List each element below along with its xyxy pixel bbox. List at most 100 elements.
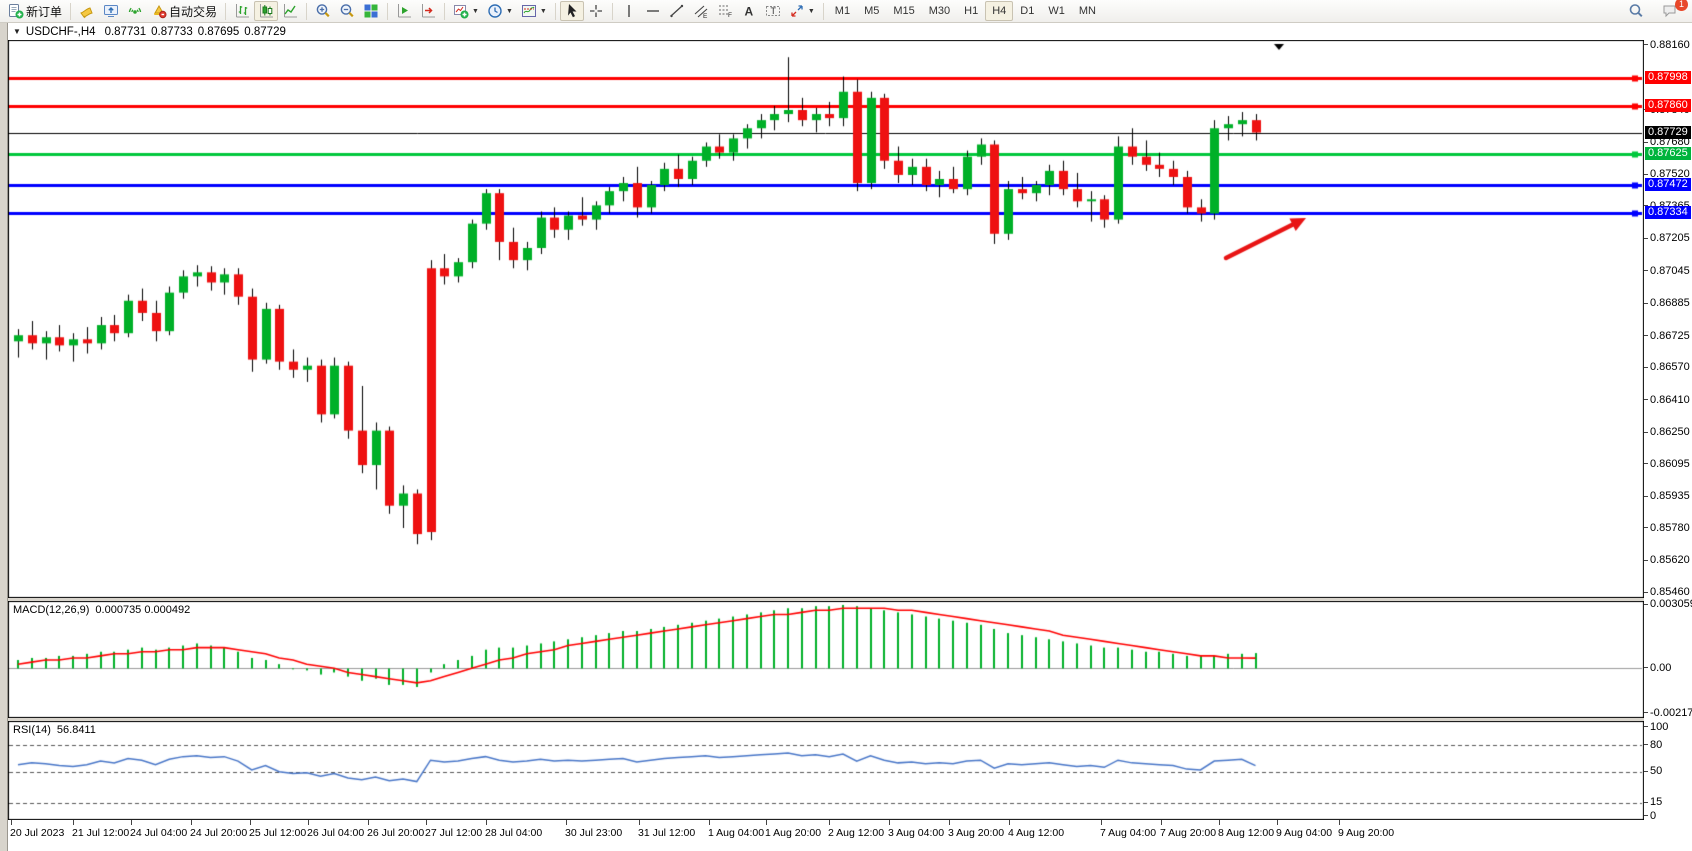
price-line-tag: 0.87625 [1645,147,1691,161]
label-icon: T [765,3,781,19]
date-tick-mark [1277,820,1278,825]
bars-icon [234,3,250,19]
zoom-in-button[interactable] [311,1,335,21]
publish-chart-button[interactable] [99,1,123,21]
chart-shift-button[interactable] [416,1,440,21]
price-tick: 0.88160 [1644,39,1690,52]
signals-button[interactable] [123,1,147,21]
crosshair-button[interactable] [584,1,608,21]
price-tick: 0.85620 [1644,554,1690,567]
tile-windows-button[interactable] [359,1,383,21]
date-tick-label: 24 Jul 20:00 [190,827,248,839]
price-tick: 0.86885 [1644,297,1690,310]
date-tick-label: 2 Aug 12:00 [828,827,885,839]
date-tick-label: 26 Jul 04:00 [307,827,365,839]
trendline-icon [669,3,685,19]
candlestick-chart[interactable] [8,40,1644,598]
trendline-button[interactable] [665,1,689,21]
ohlc-low: 0.87695 [197,25,240,38]
pane-splitter-macd[interactable] [8,598,1644,601]
date-tick-mark [1009,820,1010,825]
date-tick-mark [889,820,890,825]
candles-icon [258,3,274,19]
timeframe-mn[interactable]: MN [1078,5,1096,17]
ohlc-open: 0.87731 [104,25,147,38]
timeframe-m30[interactable]: M30 [928,5,951,17]
search-button[interactable] [1624,1,1648,21]
date-tick-mark [709,820,710,825]
date-tick-label: 31 Jul 12:00 [638,827,696,839]
price-line-tag: 0.87860 [1645,99,1691,113]
price-tick: 0.87520 [1644,168,1690,181]
autotrading-button[interactable]: 自动交易 [147,1,221,21]
text-label-button[interactable]: T [761,1,785,21]
rsi-indicator-pane[interactable] [8,721,1644,820]
timeframe-m15[interactable]: M15 [893,5,915,17]
text-button[interactable]: A [737,1,761,21]
vertical-line-button[interactable] [617,1,641,21]
line-chart-button[interactable] [278,1,302,21]
new-order-button[interactable]: 新订单 [4,1,66,21]
dropdown-caret-icon[interactable]: ▼ [807,7,815,15]
date-tick-label: 1 Aug 20:00 [765,827,822,839]
zoom-out-button[interactable] [335,1,359,21]
price-scale[interactable]: 0.881600.878400.876800.875200.873650.872… [1644,23,1692,851]
notifications-button[interactable]: 1 [1658,0,1688,21]
periods-button[interactable]: ▼ [483,1,517,21]
dropdown-caret-icon[interactable]: ▼ [539,7,547,15]
crosshair-icon [588,3,604,19]
toolbar: 新订单 自动交易 ▼ ▼ ▼ E F A T ▼ M1 M5 M15 M30 H1 H4 D1 W1 MN 1 [0,0,1692,23]
window-left-edge [0,23,8,851]
chartshift-icon [420,3,436,19]
date-tick-label: 9 Aug 20:00 [1338,827,1395,839]
templates-button[interactable]: ▼ [517,1,551,21]
svg-text:F: F [728,12,732,19]
pane-splitter-rsi[interactable] [8,718,1644,721]
equidistant-channel-button[interactable]: E [689,1,713,21]
dropdown-caret-icon[interactable]: ▼ [505,7,513,15]
price-tick: 0.86725 [1644,330,1690,343]
price-tick: 0.87045 [1644,265,1690,278]
signal-icon [127,3,143,19]
indicators-icon [453,3,469,19]
bar-chart-button[interactable] [230,1,254,21]
date-tick-mark [73,820,74,825]
fibonacci-button[interactable]: F [713,1,737,21]
arrows-button[interactable]: ▼ [785,1,819,21]
timeframe-h1[interactable]: H1 [964,5,979,17]
price-tick: 0.86250 [1644,426,1690,439]
indicators-button[interactable]: ▼ [449,1,483,21]
text-icon: A [741,3,757,19]
dropdown-caret-icon[interactable]: ▼ [472,7,479,15]
autotrade-icon [151,3,167,19]
macd-indicator-pane[interactable] [8,601,1644,718]
date-tick-mark [250,820,251,825]
auto-scroll-button[interactable] [392,1,416,21]
date-axis[interactable]: 20 Jul 2023 21 Jul 12:00 24 Jul 04:00 24 Ju… [8,820,1644,851]
horizontal-line-button[interactable] [641,1,665,21]
date-tick-mark [949,820,950,825]
price-line-tag: 0.87472 [1645,178,1691,192]
sound-alert-button[interactable] [75,1,99,21]
timeframe-w1[interactable]: W1 [1048,5,1065,17]
price-tick: 0.87205 [1644,232,1690,245]
timeframe-h4[interactable]: H4 [985,1,1014,21]
periods-icon [487,3,503,19]
price-tick: 0.86095 [1644,458,1690,471]
chart-titlebar[interactable]: ▼ USDCHF-,H4 0.87731 0.87733 0.87695 0.8… [8,23,1692,40]
timeframe-m1[interactable]: M1 [834,5,851,17]
neworder-icon [8,3,24,19]
notification-badge: 1 [1675,0,1688,11]
arrows-icon [789,3,805,19]
date-tick-mark [368,820,369,825]
timeframe-d1[interactable]: D1 [1020,5,1035,17]
rsi-tick: 0 [1644,810,1656,823]
candlestick-chart-button[interactable] [254,1,279,21]
price-tick: 0.86410 [1644,394,1690,407]
date-tick-mark [191,820,192,825]
autotrading-button-label: 自动交易 [169,4,218,19]
date-tick-mark [829,820,830,825]
cursor-button[interactable] [559,1,584,21]
timeframe-m5[interactable]: M5 [864,5,880,17]
date-tick-label: 20 Jul 2023 [10,827,65,839]
